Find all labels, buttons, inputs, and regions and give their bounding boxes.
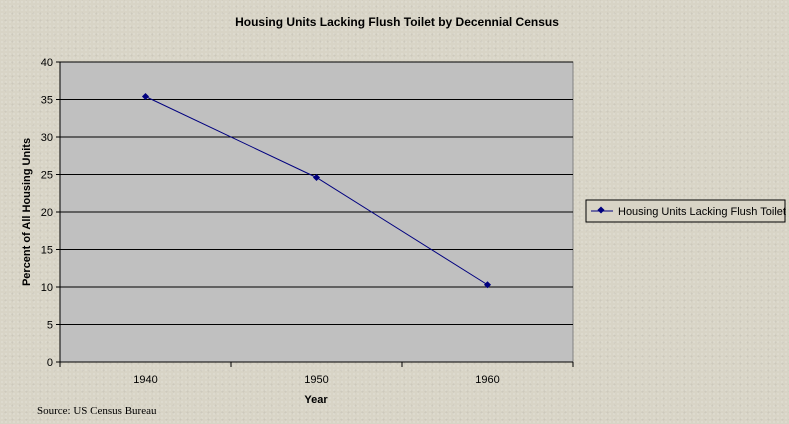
y-tick-label: 25 [41,170,53,182]
x-axis-ticks: 1940 1950 1960 [59,361,574,386]
y-axis-ticks: 0 5 10 15 20 25 30 35 40 [41,57,61,369]
y-tick-label: 10 [41,282,53,294]
x-tick-label: 1960 [475,374,499,386]
data-point [141,92,150,101]
source-note: Source: US Census Bureau [37,405,157,417]
y-tick-label: 35 [41,95,53,107]
y-tick-label: 20 [41,207,53,219]
x-tick-label: 1940 [133,374,157,386]
chart-title: Housing Units Lacking Flush Toilet by De… [235,15,559,29]
legend-marker [597,206,605,214]
legend: Housing Units Lacking Flush Toilet [585,199,786,223]
data-point [483,281,492,289]
series-group [141,92,492,289]
x-tick-label: 1950 [304,374,328,386]
legend-box [585,199,786,223]
y-tick-label: 5 [47,320,53,332]
x-axis-label: Year [304,394,328,406]
legend-entry-label: Housing Units Lacking Flush Toilet [618,206,786,218]
y-tick-label: 30 [41,132,53,144]
data-point [312,173,321,182]
y-axis-label: Percent of All Housing Units [21,138,33,286]
y-tick-label: 15 [41,245,53,257]
y-tick-label: 0 [47,357,53,369]
y-tick-label: 40 [41,57,53,69]
